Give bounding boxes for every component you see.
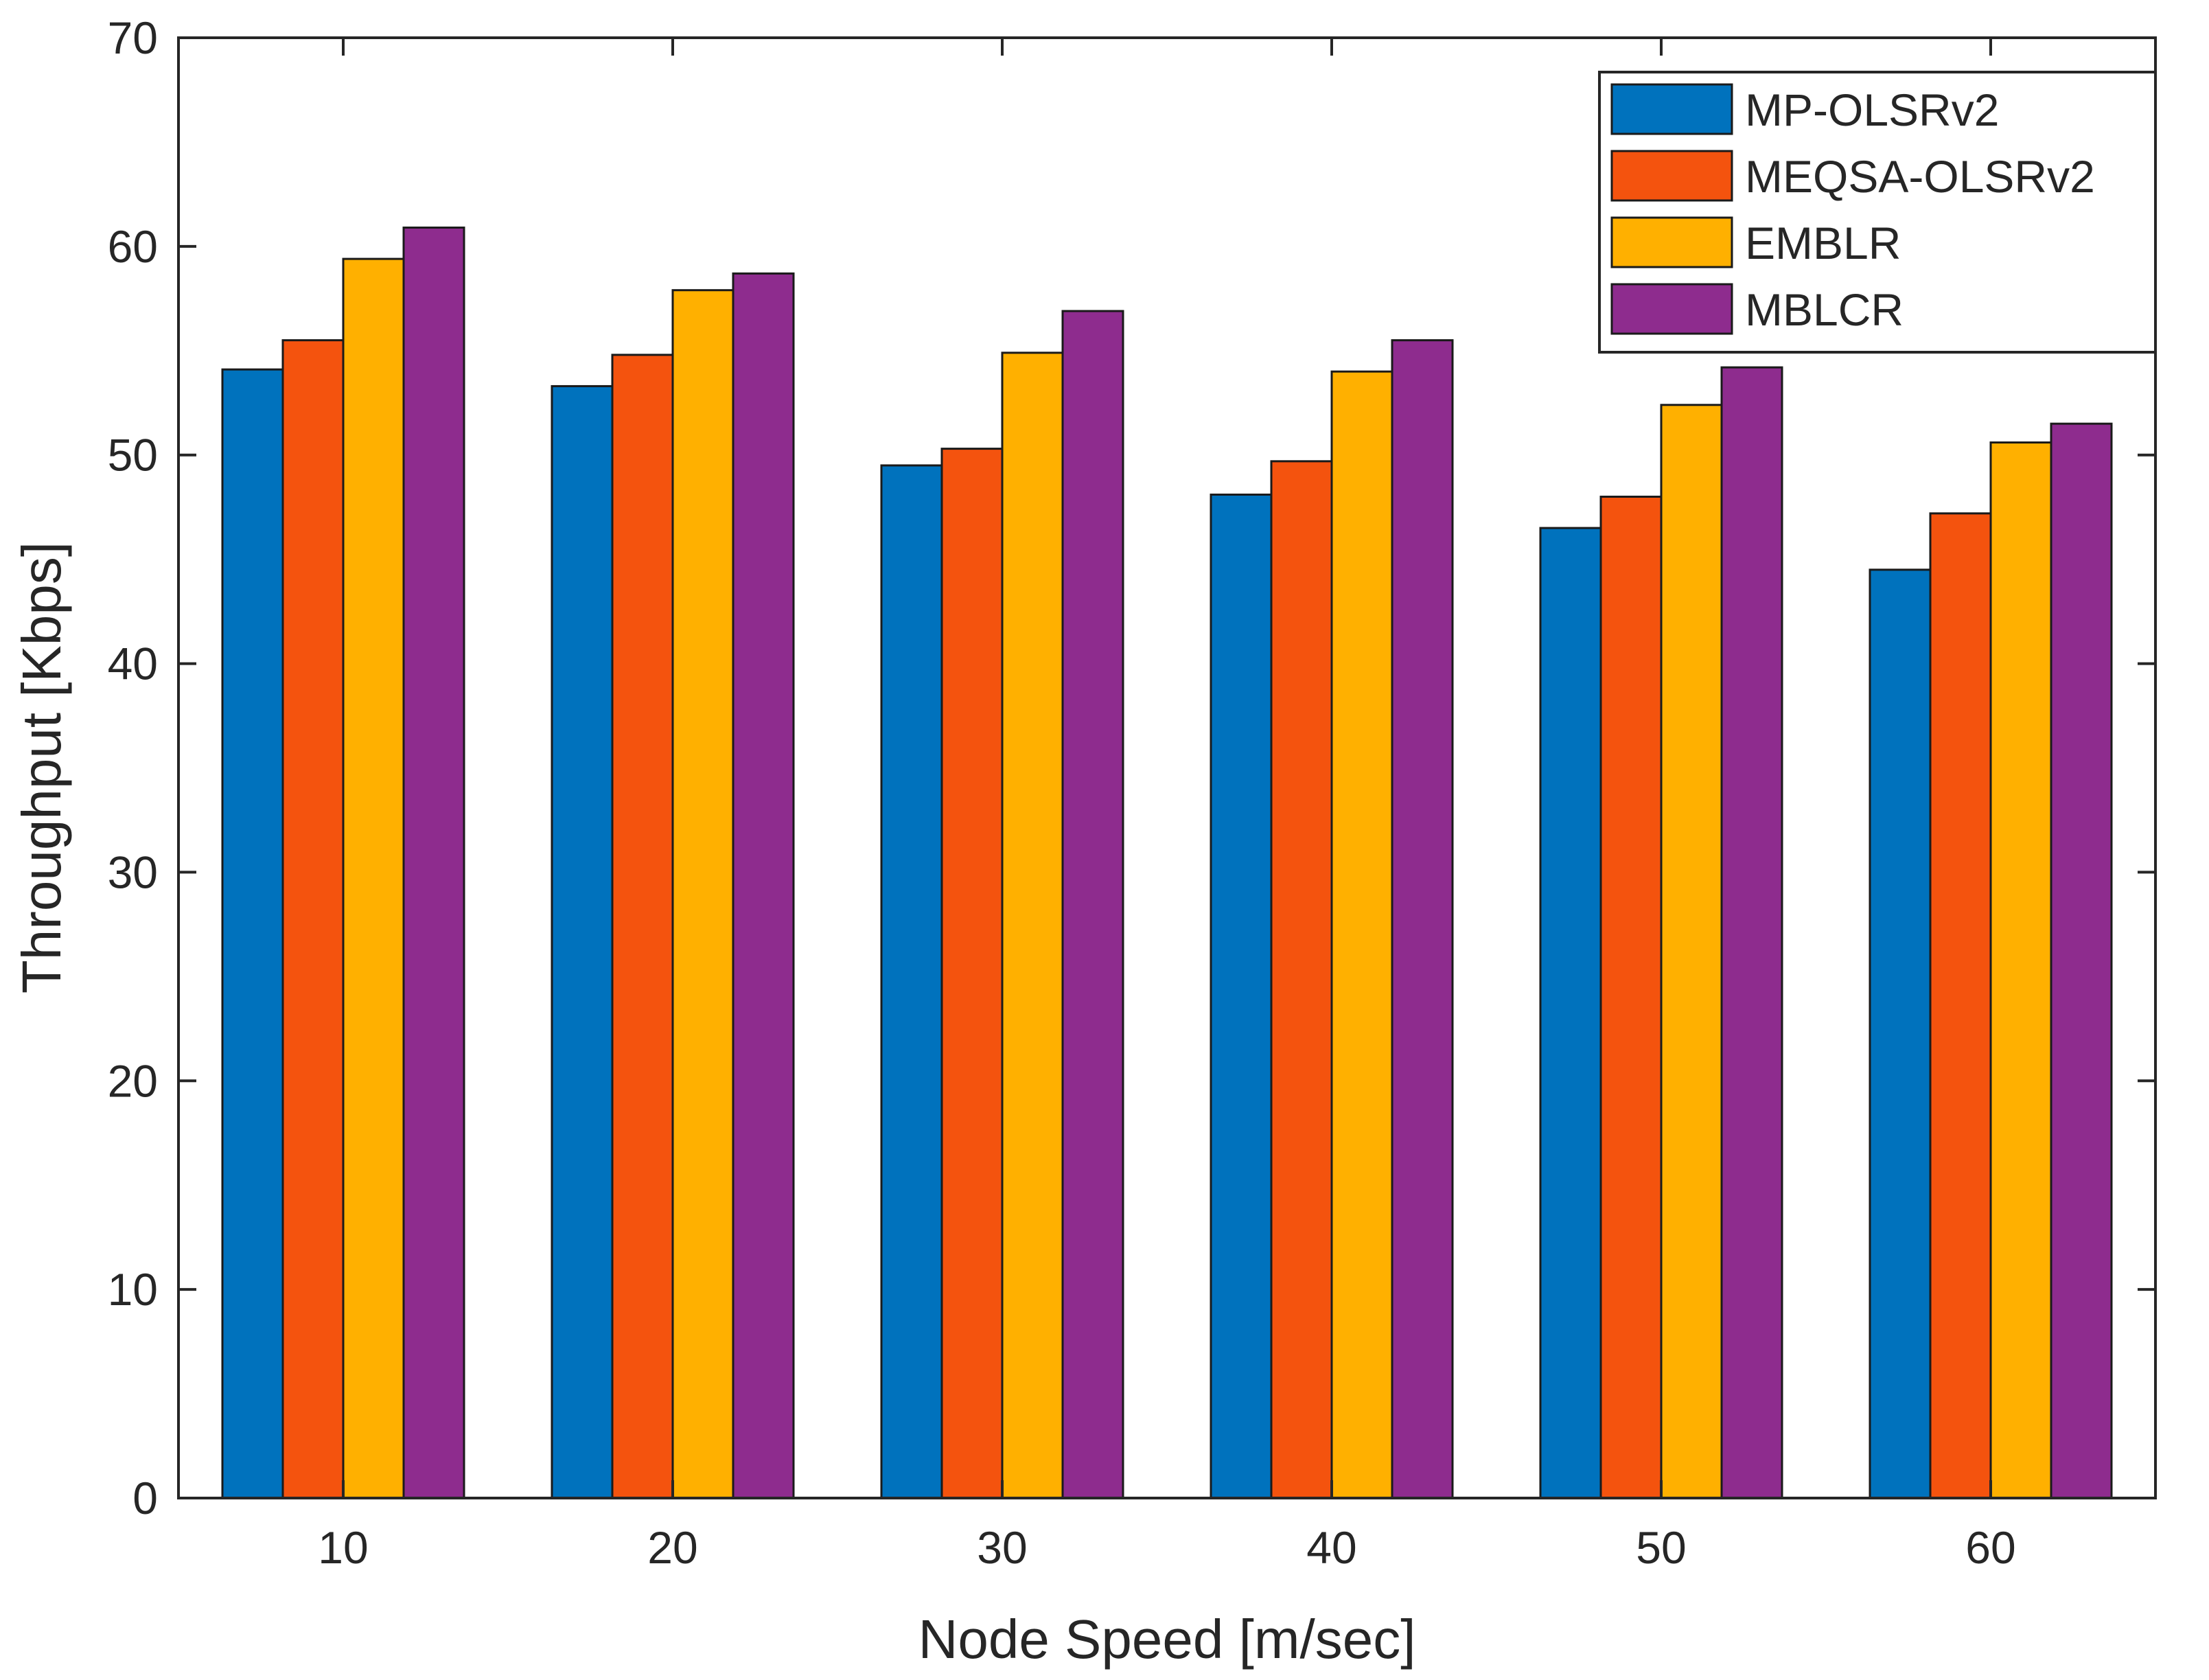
bar-emblr-40 — [1330, 370, 1393, 1499]
bar-mp-olsrv2-10 — [221, 368, 284, 1499]
y-tick-label: 70 — [108, 12, 158, 63]
bar-mp-olsrv2-20 — [551, 384, 614, 1499]
bar-mp-olsrv2-60 — [1869, 568, 1932, 1499]
x-tick-label: 50 — [1636, 1522, 1686, 1573]
y-tick-label: 20 — [108, 1055, 158, 1106]
legend-label: MP-OLSRv2 — [1745, 84, 1999, 135]
bar-meqsa-olsrv2-30 — [940, 448, 1004, 1499]
legend-label: MEQSA-OLSRv2 — [1745, 151, 2095, 202]
bar-mblcr-30 — [1061, 310, 1124, 1499]
bar-emblr-50 — [1660, 404, 1723, 1499]
bar-mp-olsrv2-50 — [1539, 527, 1602, 1499]
legend-swatch — [1610, 283, 1733, 335]
bar-emblr-60 — [1989, 441, 2052, 1499]
bar-mp-olsrv2-30 — [880, 464, 943, 1499]
plot-area-frame — [177, 36, 2157, 1499]
legend: MP-OLSRv2 MEQSA-OLSRv2 EMBLR MBLCR — [1598, 71, 2157, 354]
legend-swatch — [1610, 83, 1733, 135]
x-axis-title: Node Speed [m/sec] — [918, 1609, 1416, 1670]
y-tick-label: 60 — [108, 221, 158, 272]
bar-meqsa-olsrv2-60 — [1929, 512, 1992, 1499]
bar-mblcr-10 — [402, 227, 465, 1499]
y-axis-title: Throughput [Kbps] — [11, 542, 72, 993]
x-tick-label: 30 — [977, 1522, 1027, 1573]
bar-meqsa-olsrv2-20 — [611, 354, 674, 1499]
x-tick-label: 10 — [318, 1522, 368, 1573]
x-tick-label: 20 — [647, 1522, 697, 1573]
bar-emblr-20 — [671, 289, 735, 1499]
x-axis: 10 20 30 40 50 60 — [318, 38, 2016, 1573]
bar-meqsa-olsrv2-10 — [281, 339, 345, 1499]
bar-emblr-30 — [1001, 352, 1064, 1499]
y-tick-label: 30 — [108, 847, 158, 897]
legend-label: EMBLR — [1745, 218, 1901, 268]
x-tick-label: 60 — [1965, 1522, 2015, 1573]
y-tick-label: 10 — [108, 1264, 158, 1315]
bar-emblr-10 — [342, 257, 405, 1499]
bar-meqsa-olsrv2-50 — [1599, 495, 1663, 1499]
bar-mp-olsrv2-40 — [1210, 493, 1273, 1499]
bar-mblcr-60 — [2050, 422, 2113, 1499]
legend-swatch — [1610, 150, 1733, 202]
bars-group — [221, 227, 2113, 1499]
y-tick-label: 0 — [132, 1473, 158, 1523]
bar-meqsa-olsrv2-40 — [1270, 460, 1333, 1499]
bar-mblcr-20 — [732, 272, 795, 1499]
legend-swatch — [1610, 216, 1733, 268]
y-tick-label: 50 — [108, 430, 158, 481]
legend-label: MBLCR — [1745, 284, 1904, 335]
x-tick-label: 40 — [1306, 1522, 1356, 1573]
bar-mblcr-50 — [1720, 366, 1783, 1499]
y-axis: 0 10 20 30 40 50 60 70 — [108, 12, 2155, 1523]
y-tick-label: 40 — [108, 638, 158, 689]
bar-mblcr-40 — [1391, 339, 1454, 1499]
